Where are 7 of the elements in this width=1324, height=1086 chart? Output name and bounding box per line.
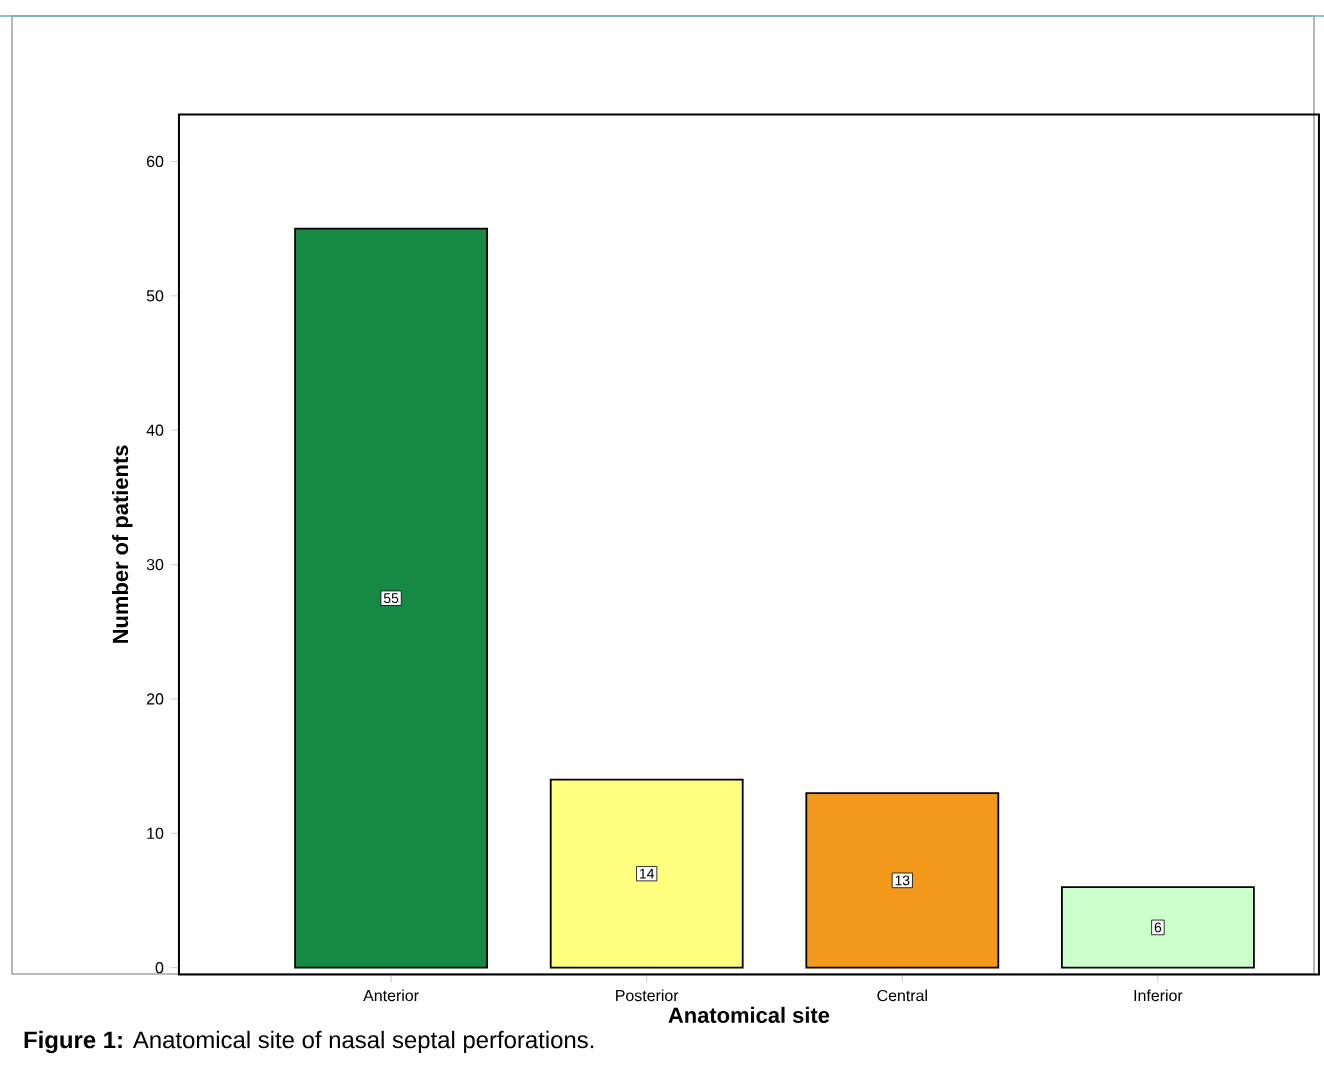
- text: Figure 1: Anatomical site of nasal septal perforations.: [24, 1030, 594, 1054]
- y-axis-title: Number of patients: [112, 445, 133, 643]
- bar: [805, 792, 1000, 969]
- x-axis-title: Anatomical site: [668, 1006, 830, 1023]
- bar: [549, 778, 744, 969]
- bar: [294, 227, 488, 969]
- bar: [1061, 886, 1255, 969]
